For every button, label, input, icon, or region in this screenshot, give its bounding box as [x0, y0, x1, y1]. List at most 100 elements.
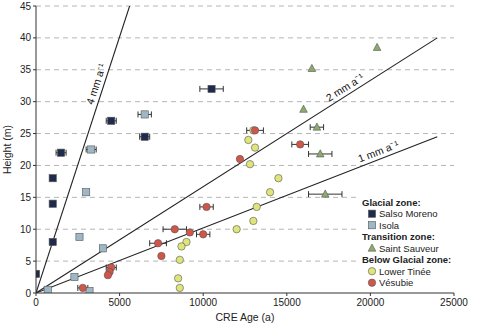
y-axis-title: Height (m) — [1, 125, 13, 174]
grid-line — [36, 6, 454, 7]
point — [99, 245, 106, 252]
point — [253, 203, 260, 210]
legend-group-title: Transition zone: — [362, 231, 435, 242]
x-tick — [454, 293, 455, 296]
reference-line-label: 2 mm a⁻¹ — [324, 71, 367, 104]
point — [49, 200, 56, 207]
legend-background — [360, 193, 477, 289]
point — [186, 229, 193, 236]
x-tick-label: 5000 — [108, 297, 131, 308]
x-tick-label: 0 — [33, 297, 39, 308]
error-bar — [247, 127, 264, 133]
legend: Glacial zone:Salso MorenoIsolaTransition… — [360, 193, 477, 289]
x-tick — [203, 293, 204, 296]
point — [176, 256, 183, 263]
error-bar — [163, 226, 186, 232]
x-tick — [286, 293, 287, 296]
point — [300, 105, 308, 112]
point — [176, 284, 183, 291]
x-axis — [36, 293, 454, 294]
error-bar — [56, 150, 66, 156]
error-bar — [138, 111, 151, 117]
point — [57, 149, 64, 156]
point — [171, 226, 178, 233]
legend-marker — [368, 210, 375, 217]
point — [233, 226, 240, 233]
point — [83, 189, 90, 196]
point — [178, 243, 185, 250]
error-bar — [140, 134, 150, 140]
error-bar — [86, 147, 96, 153]
point — [36, 270, 40, 277]
point — [313, 123, 321, 130]
x-axis-title: CRE Age (a) — [216, 311, 275, 323]
chart: 4 mm a⁻¹2 mm a⁻¹1 mm a⁻¹0510152025303540… — [0, 0, 481, 325]
grid-line — [36, 133, 454, 134]
point — [208, 85, 215, 92]
point — [251, 144, 258, 151]
point — [236, 155, 243, 162]
error-bar — [200, 86, 223, 92]
point — [79, 284, 86, 291]
legend-marker — [368, 279, 375, 286]
y-tick — [33, 101, 36, 102]
y-tick — [33, 133, 36, 134]
point — [251, 127, 258, 134]
y-tick — [33, 197, 36, 198]
legend-marker — [368, 244, 376, 251]
legend-group-title: Below Glacial zone: — [362, 254, 451, 265]
x-tick — [119, 293, 120, 296]
y-tick — [33, 37, 36, 38]
reference-line-label: 4 mm a⁻¹ — [84, 61, 109, 106]
error-bar — [197, 231, 210, 237]
point — [316, 150, 324, 157]
grid-line — [36, 37, 454, 38]
legend-label: Saint Sauveur — [379, 243, 439, 254]
legend-marker — [368, 268, 375, 275]
y-tick-label: 15 — [20, 192, 32, 203]
y-tick-label: 25 — [20, 128, 32, 139]
legend-marker — [368, 222, 375, 229]
y-tick — [33, 261, 36, 262]
point — [174, 275, 181, 282]
point — [266, 189, 273, 196]
x-tick — [370, 293, 371, 296]
grid-line — [36, 165, 454, 166]
y-tick-label: 0 — [25, 288, 31, 299]
point — [76, 233, 83, 240]
point — [141, 111, 148, 118]
point — [373, 43, 381, 50]
x-tick-label: 15000 — [273, 297, 301, 308]
y-tick — [33, 6, 36, 7]
point — [275, 175, 282, 182]
point — [246, 160, 253, 167]
point — [158, 252, 165, 259]
error-bar — [200, 204, 213, 210]
y-tick-label: 45 — [20, 1, 32, 12]
y-tick-label: 10 — [20, 224, 32, 235]
point — [321, 190, 329, 197]
error-bar — [106, 118, 116, 124]
point — [71, 273, 78, 280]
y-tick — [33, 165, 36, 166]
point — [141, 133, 148, 140]
error-bar — [292, 141, 309, 147]
y-axis — [36, 6, 37, 293]
point — [104, 271, 111, 278]
reference-line — [36, 6, 130, 293]
point — [308, 64, 316, 71]
y-tick-label: 40 — [20, 32, 32, 43]
point — [296, 141, 303, 148]
point — [86, 287, 93, 293]
point — [88, 146, 95, 153]
x-tick-label: 20000 — [356, 297, 384, 308]
y-tick — [33, 229, 36, 230]
x-tick-label: 25000 — [440, 297, 468, 308]
point — [49, 175, 56, 182]
legend-label: Lower Tinée — [379, 266, 431, 277]
reference-line-label: 1 mm a⁻¹ — [356, 138, 400, 165]
point — [108, 117, 115, 124]
x-tick-label: 10000 — [189, 297, 217, 308]
point — [154, 240, 161, 247]
point — [200, 231, 207, 238]
